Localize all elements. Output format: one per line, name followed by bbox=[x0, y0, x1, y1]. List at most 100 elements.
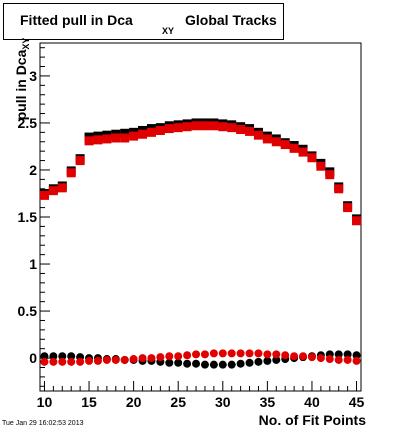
x-tick-label: 30 bbox=[215, 394, 231, 410]
data-point bbox=[290, 352, 299, 361]
data-point bbox=[245, 358, 254, 367]
data-point bbox=[192, 350, 201, 359]
data-marks bbox=[39, 118, 362, 369]
data-point bbox=[334, 184, 344, 194]
data-point bbox=[307, 153, 317, 163]
data-point bbox=[272, 350, 281, 359]
data-point bbox=[120, 128, 130, 138]
y-axis-label-subscript: XY bbox=[21, 37, 31, 50]
data-point bbox=[93, 356, 102, 365]
data-point bbox=[218, 122, 228, 132]
x-axis-label: No. of Fit Points bbox=[258, 412, 366, 428]
data-point bbox=[254, 349, 263, 358]
data-point bbox=[236, 359, 245, 368]
data-point bbox=[352, 351, 361, 360]
data-point bbox=[58, 352, 67, 361]
data-point bbox=[164, 124, 174, 134]
data-point bbox=[174, 352, 183, 361]
data-point bbox=[352, 356, 361, 365]
axes: 10 15 20 25 30 35 40 45 0 0.5 1 1.5 2 2.5 3 bbox=[18, 47, 365, 410]
x-tick-label: 45 bbox=[349, 394, 365, 410]
data-point bbox=[102, 134, 112, 144]
data-point bbox=[120, 133, 130, 143]
timestamp-footer: Tue Jan 29 16:02:53 2013 bbox=[2, 420, 84, 427]
data-point bbox=[76, 357, 85, 366]
y-axis-label-text: pull in Dca bbox=[13, 49, 29, 121]
y-tick-label: 3 bbox=[29, 68, 37, 84]
data-point bbox=[245, 126, 255, 136]
data-point bbox=[218, 360, 227, 369]
data-point bbox=[218, 349, 227, 358]
data-point bbox=[48, 186, 58, 196]
chart-title: Fitted pull in Dca bbox=[20, 12, 133, 28]
data-point bbox=[200, 360, 209, 369]
data-point bbox=[138, 354, 147, 363]
y-tick-label: 2.5 bbox=[18, 115, 38, 131]
x-tick-label: 20 bbox=[126, 394, 142, 410]
title-box: Fitted pull in Dca XY Global Tracks bbox=[3, 3, 284, 40]
data-point bbox=[254, 357, 263, 366]
data-point bbox=[343, 355, 352, 364]
data-point bbox=[262, 134, 272, 144]
data-point bbox=[253, 130, 263, 140]
data-point bbox=[316, 161, 326, 171]
data-point bbox=[227, 360, 236, 369]
data-point bbox=[263, 350, 272, 359]
data-point bbox=[165, 358, 174, 367]
chart-title-tail: Global Tracks bbox=[185, 12, 277, 28]
data-point bbox=[343, 350, 352, 359]
data-point bbox=[352, 216, 362, 226]
data-point bbox=[281, 351, 290, 360]
data-point bbox=[227, 349, 236, 358]
data-point bbox=[298, 147, 308, 157]
data-point bbox=[334, 355, 343, 364]
data-point bbox=[85, 356, 94, 365]
data-point bbox=[227, 123, 237, 133]
data-point bbox=[200, 121, 210, 131]
data-point bbox=[289, 143, 299, 153]
data-point bbox=[66, 168, 76, 178]
y-axis-label: pull in DcaXY bbox=[13, 29, 31, 129]
data-point bbox=[343, 203, 353, 213]
data-point bbox=[111, 355, 120, 364]
data-point bbox=[183, 359, 192, 368]
data-point bbox=[111, 133, 121, 143]
data-point bbox=[146, 127, 156, 137]
data-point bbox=[49, 357, 58, 366]
x-tick-label: 10 bbox=[37, 394, 53, 410]
data-point bbox=[138, 129, 148, 139]
data-point bbox=[183, 351, 192, 360]
x-tick-label: 15 bbox=[81, 394, 97, 410]
data-point bbox=[200, 350, 209, 359]
y-tick-label: 1.5 bbox=[18, 209, 38, 225]
data-point bbox=[209, 349, 218, 358]
data-point bbox=[58, 357, 67, 366]
x-tick-label: 40 bbox=[304, 394, 320, 410]
data-point bbox=[40, 357, 49, 366]
data-point bbox=[120, 355, 129, 364]
data-point bbox=[165, 352, 174, 361]
plot-frame bbox=[39, 42, 362, 392]
data-point bbox=[325, 355, 334, 364]
data-point bbox=[67, 357, 76, 366]
data-point bbox=[67, 352, 76, 361]
data-point bbox=[84, 136, 94, 146]
y-tick-label: 2 bbox=[29, 162, 37, 178]
data-point bbox=[147, 354, 156, 363]
y-tick-label: 0.5 bbox=[18, 303, 38, 319]
data-point bbox=[307, 353, 316, 362]
chart-title-subscript: XY bbox=[162, 26, 175, 36]
data-point bbox=[209, 360, 218, 369]
data-point bbox=[236, 349, 245, 358]
data-point bbox=[209, 121, 219, 131]
data-point bbox=[263, 356, 272, 365]
data-point bbox=[280, 140, 290, 150]
x-tick-label: 35 bbox=[260, 394, 276, 410]
data-point bbox=[334, 350, 343, 359]
data-point bbox=[174, 358, 183, 367]
data-point bbox=[93, 135, 103, 145]
data-point bbox=[57, 183, 67, 193]
data-point bbox=[182, 122, 192, 132]
data-point bbox=[129, 131, 139, 141]
